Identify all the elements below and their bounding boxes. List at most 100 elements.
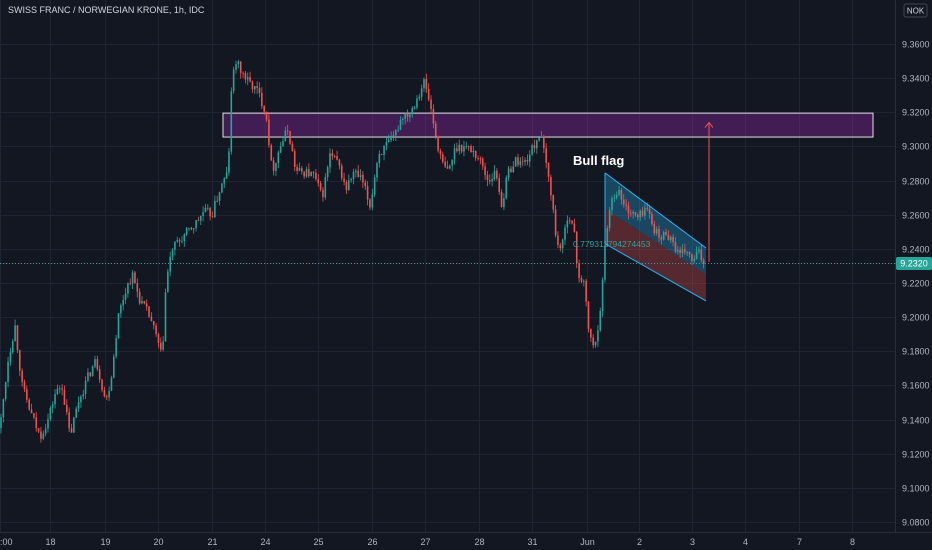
candle-up [141, 296, 143, 305]
currency-label: NOK [907, 7, 925, 16]
candle-down [456, 142, 458, 153]
candle-down [460, 144, 463, 154]
time-tick-label: 8 [850, 537, 855, 547]
candle-up [117, 313, 120, 339]
candle-up [49, 405, 52, 422]
candle-up [601, 277, 604, 317]
candle-down [249, 71, 251, 83]
price-tick-label: 9.2000 [902, 313, 930, 323]
candle-up [42, 430, 45, 441]
time-tick-label: 20 [153, 537, 163, 547]
candle-down [16, 324, 19, 354]
price-tick-label: 9.1600 [902, 381, 930, 391]
price-tick-label: 9.2400 [902, 245, 930, 255]
candle-down [369, 198, 371, 211]
candle-up [91, 365, 94, 377]
candle-up [207, 204, 209, 211]
chart-title: SWISS FRANC / NORWEGIAN KRONE, 1h, IDC [8, 5, 205, 15]
candle-up [411, 105, 414, 118]
candle-down [366, 181, 369, 206]
candle-down [333, 154, 336, 158]
time-axis[interactable]: :00 18 19 20 21 24 25 26 27 28 31 Jun 2 3 4 7 8 [0, 532, 932, 548]
candle-down [322, 186, 324, 202]
candle-up [2, 398, 5, 423]
candle-down [442, 151, 444, 164]
candle-up [94, 355, 96, 369]
candle-down [653, 220, 656, 236]
candle-down [651, 211, 653, 226]
candle-down [672, 234, 674, 247]
candle-up [225, 166, 228, 179]
candle-down [261, 87, 263, 109]
candle-up [686, 250, 688, 256]
time-tick-label: 31 [527, 537, 537, 547]
candle-up [606, 225, 609, 248]
candle-up [677, 245, 679, 255]
candle-down [286, 124, 289, 136]
candle-up [348, 174, 350, 191]
candle-down [684, 243, 686, 255]
flag-lower-line [604, 243, 707, 302]
candle-down [641, 207, 644, 218]
candle-up [371, 188, 374, 211]
candle-up [326, 165, 329, 182]
candle-up [669, 235, 672, 243]
candle-up [538, 135, 540, 142]
candle-up [618, 185, 620, 197]
candle-up [305, 166, 308, 178]
candle-up [120, 303, 122, 319]
candle-up [409, 112, 411, 123]
flag-upper-line [604, 172, 707, 249]
candle-up [472, 145, 475, 158]
bull-flag-label: Bull flag [573, 153, 624, 168]
candle-up [594, 341, 597, 348]
candle-down [26, 385, 28, 403]
candle-up [246, 72, 249, 86]
candle-up [87, 368, 89, 383]
candle-down [688, 251, 691, 258]
candle-down [592, 334, 594, 349]
candle-down [585, 278, 587, 307]
candle-down [270, 143, 273, 161]
time-tick-label: 26 [367, 537, 377, 547]
candle-up [350, 177, 352, 183]
candle-down [251, 80, 254, 93]
candle-down [427, 83, 430, 102]
candle-down [312, 170, 315, 179]
candle-up [383, 145, 385, 161]
candle-down [434, 120, 437, 140]
candle-up [115, 334, 117, 359]
candle-up [373, 174, 376, 197]
candle-up [449, 164, 451, 170]
candle-down [129, 278, 132, 286]
candle-up [279, 141, 282, 154]
candle-up [110, 375, 113, 392]
candle-up [44, 423, 47, 437]
price-tick-label: 9.3000 [902, 142, 930, 152]
candle-up [531, 143, 533, 156]
candle-down [303, 171, 305, 180]
candle-up [540, 131, 543, 138]
resistance-zone[interactable] [222, 112, 874, 138]
candle-up [536, 139, 538, 154]
candle-up [453, 143, 456, 165]
candle-up [503, 193, 505, 211]
candle-up [174, 241, 176, 256]
time-tick-label: 18 [45, 537, 55, 547]
candle-down [667, 230, 670, 241]
candle-down [622, 194, 625, 208]
time-tick-label: 28 [474, 537, 484, 547]
price-tick-label: 9.2200 [902, 279, 930, 289]
currency-badge[interactable]: NOK [903, 3, 928, 18]
candle-up [604, 240, 606, 283]
price-axis[interactable]: 9.3600 9.3400 9.3200 9.3000 9.2800 9.2600 9.24… [895, 0, 930, 532]
candle-down [211, 211, 214, 218]
candle-down [620, 188, 623, 205]
candle-down [554, 204, 557, 238]
candle-up [514, 156, 517, 167]
candle-up [561, 238, 564, 254]
candle-up [611, 195, 613, 216]
candle-up [14, 319, 16, 342]
candle-down [477, 155, 479, 161]
